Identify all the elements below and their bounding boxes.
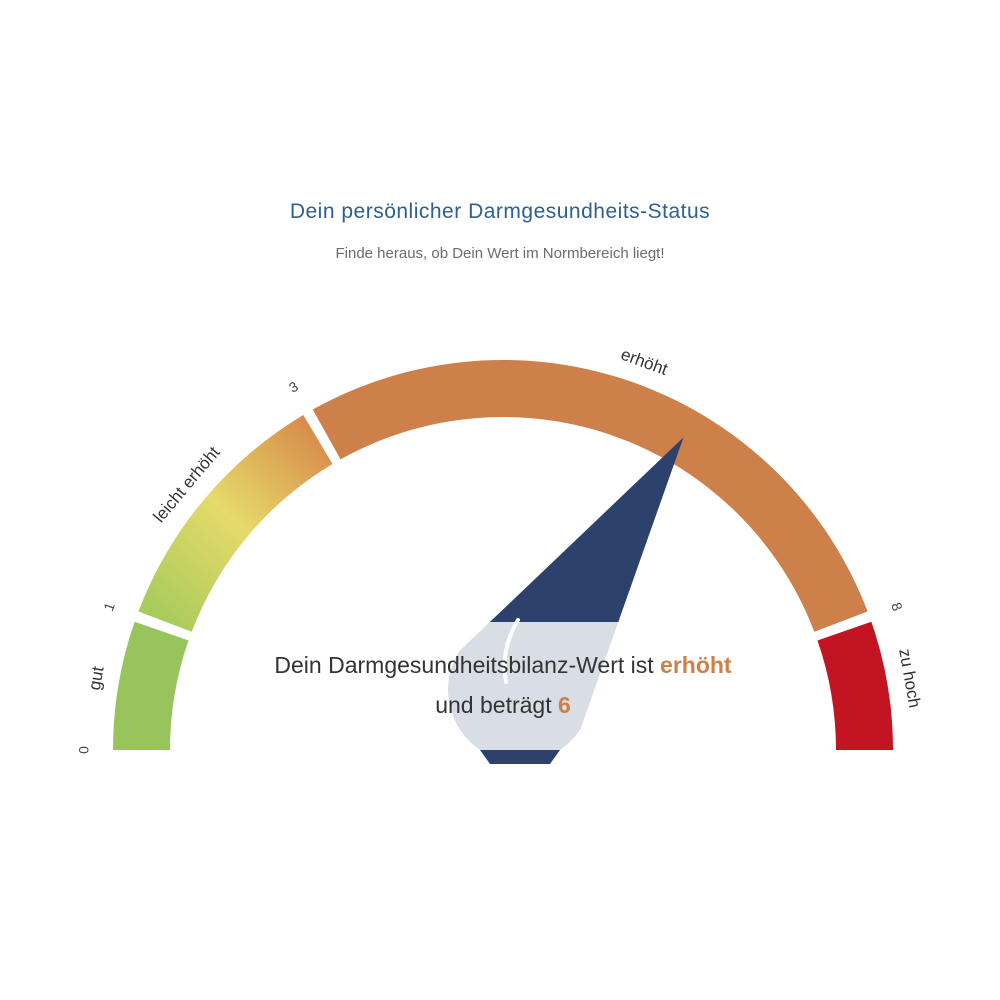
result-line-2: und beträgt 6 — [435, 692, 571, 718]
page-subtitle: Finde heraus, ob Dein Wert im Normbereic… — [335, 245, 665, 262]
result-status-word: erhöht — [660, 652, 732, 678]
gauge-segment-gut — [113, 621, 189, 750]
gauge-needle — [448, 437, 684, 764]
gauge-tick-1: 1 — [100, 600, 118, 613]
gauge-segment-erhoeht — [312, 360, 868, 632]
gauge-tick-0: 0 — [76, 746, 92, 754]
gauge-label-zu-hoch: zu hoch — [895, 647, 924, 709]
result-value-prefix: und beträgt — [435, 692, 558, 718]
gauge-segment-zu-hoch — [817, 621, 894, 750]
gauge-label-erhoeht: erhöht — [618, 345, 670, 379]
gauge-tick-8: 8 — [888, 600, 906, 613]
page-title: Dein persönlicher Darmgesundheits-Status — [289, 200, 711, 223]
gauge-segment-leicht-erhoeht — [138, 415, 333, 632]
result-line-1: Dein Darmgesundheitsbilanz-Wert ist erhö… — [274, 652, 732, 678]
gauge-tick-3: 3 — [286, 378, 301, 396]
result-prefix: Dein Darmgesundheitsbilanz-Wert ist — [274, 652, 660, 678]
result-value: 6 — [558, 692, 571, 718]
gauge-label-gut: gut — [85, 665, 108, 692]
